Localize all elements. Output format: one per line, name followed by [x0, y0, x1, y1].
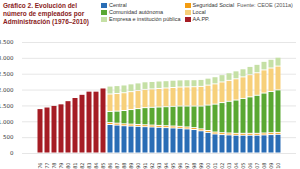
- html-text:Gráfico 2. Evolución del númer: Gráfico 2. Evolución del número de emple…: [3, 2, 89, 25]
- svg-text:1989: 1989: [128, 163, 134, 169]
- svg-text:1995: 1995: [170, 163, 176, 169]
- svg-text:1983: 1983: [86, 163, 92, 169]
- svg-text:1987: 1987: [114, 163, 120, 169]
- svg-text:2004: 2004: [233, 163, 239, 169]
- svg-text:2010: 2010: [275, 163, 281, 169]
- html-text:Fuente: CEOE (2011a): Fuente: CEOE (2011a): [237, 2, 293, 8]
- svg-text:1986: 1986: [107, 163, 113, 169]
- svg-text:0: 0: [10, 150, 14, 156]
- html-text:Comunidad autónoma: Comunidad autónoma: [109, 9, 164, 15]
- html-text:Seguridad Social: Seguridad Social: [192, 2, 235, 8]
- svg-text:2006: 2006: [247, 163, 253, 169]
- svg-text:2003: 2003: [226, 163, 232, 169]
- svg-text:1985: 1985: [100, 163, 106, 169]
- html-text:Local: Local: [192, 9, 206, 15]
- html-text:Empresa e institución pública: Empresa e institución pública: [109, 16, 181, 22]
- svg-text:1991: 1991: [142, 163, 148, 169]
- svg-text:1976: 1976: [37, 163, 43, 169]
- svg-text:1996: 1996: [177, 163, 183, 169]
- svg-text:2007: 2007: [254, 163, 260, 169]
- svg-text:1980: 1980: [65, 163, 71, 169]
- svg-text:1.000: 1.000: [0, 119, 14, 125]
- svg-text:1997: 1997: [184, 163, 190, 169]
- svg-text:1992: 1992: [149, 163, 155, 169]
- svg-text:1990: 1990: [135, 163, 141, 169]
- svg-text:1982: 1982: [79, 163, 85, 169]
- svg-text:1.500: 1.500: [0, 103, 14, 109]
- svg-text:2.000: 2.000: [0, 87, 14, 93]
- svg-text:2002: 2002: [219, 163, 225, 169]
- svg-text:2000: 2000: [205, 163, 211, 169]
- svg-text:1993: 1993: [156, 163, 162, 169]
- svg-text:1984: 1984: [93, 163, 99, 169]
- svg-text:2008: 2008: [261, 163, 267, 169]
- svg-text:1979: 1979: [58, 163, 64, 169]
- svg-text:2.500: 2.500: [0, 71, 14, 77]
- svg-text:1988: 1988: [121, 163, 127, 169]
- svg-text:2005: 2005: [240, 163, 246, 169]
- svg-text:1994: 1994: [163, 163, 169, 169]
- svg-text:3.500: 3.500: [0, 39, 14, 45]
- svg-text:1977: 1977: [44, 163, 50, 169]
- svg-text:1978: 1978: [51, 163, 57, 169]
- svg-text:1998: 1998: [191, 163, 197, 169]
- html-text:Central: Central: [109, 2, 127, 8]
- svg-text:3.000: 3.000: [0, 55, 14, 61]
- svg-text:1999: 1999: [198, 163, 204, 169]
- svg-text:2001: 2001: [212, 163, 218, 169]
- svg-text:500: 500: [3, 134, 14, 140]
- html-text:AA.PP.: AA.PP.: [192, 16, 210, 22]
- svg-text:2009: 2009: [268, 163, 274, 169]
- svg-text:1981: 1981: [72, 163, 78, 169]
